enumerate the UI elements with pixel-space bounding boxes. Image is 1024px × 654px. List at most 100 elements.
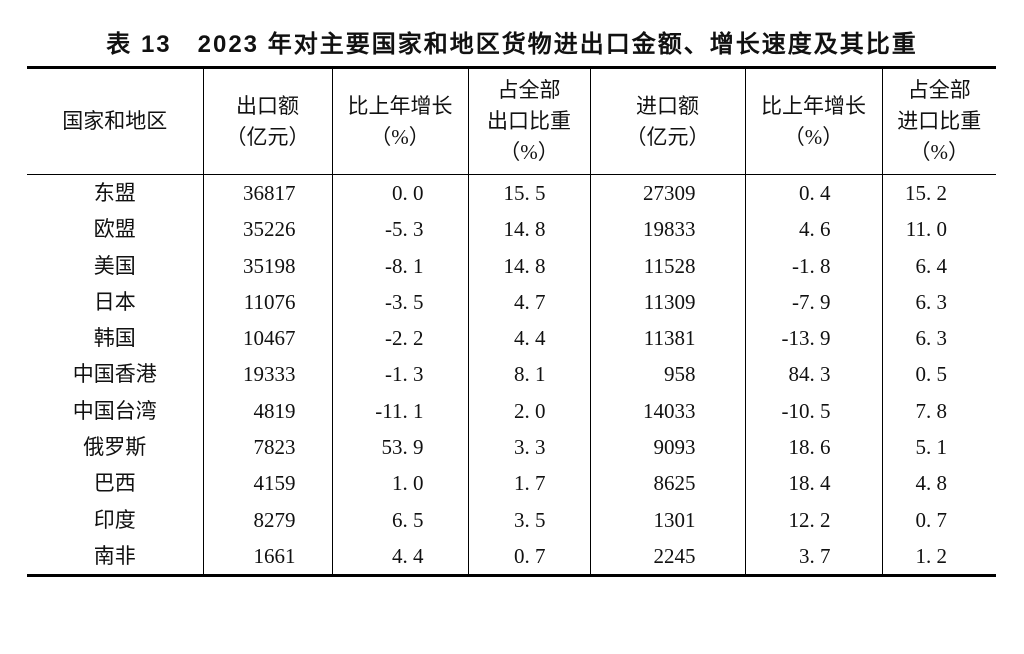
table-title: 表 13 2023 年对主要国家和地区货物进出口金额、增长速度及其比重	[106, 31, 918, 58]
value-cell: -5. 3	[331, 211, 468, 248]
value-cell: 1. 0	[331, 465, 468, 502]
value-cell: 11076	[202, 283, 332, 321]
table-row: 南非 1661 4. 4 0. 7 2245 3. 7 1. 2	[27, 537, 996, 576]
header-cell-export-value: 出口额 （亿元）	[202, 67, 332, 175]
value-cell: -10. 5	[744, 392, 882, 430]
value-cell: 11528	[589, 247, 745, 284]
value-cell: 6. 4	[881, 247, 996, 284]
value-cell: 18. 6	[744, 429, 882, 466]
table-row: 东盟 36817 0. 0 15. 5 27309 0. 4 15. 2	[27, 174, 996, 212]
value-cell: 8. 1	[467, 356, 590, 393]
value-cell: 35198	[202, 247, 332, 284]
header-cell-region: 国家和地区	[27, 67, 203, 175]
value-cell: 84. 3	[744, 356, 882, 393]
value-cell: 3. 7	[744, 537, 882, 576]
value-cell: 4. 4	[331, 537, 468, 576]
value-cell: 0. 7	[467, 537, 590, 576]
value-cell: 19333	[202, 356, 332, 393]
table-row: 俄罗斯 7823 53. 9 3. 3 9093 18. 6 5. 1	[27, 429, 996, 466]
value-cell: 15. 5	[467, 174, 590, 212]
value-cell: 14033	[589, 392, 745, 430]
value-cell: 8625	[589, 465, 745, 502]
region-cell: 巴西	[93, 471, 136, 496]
value-cell: 35226	[202, 211, 332, 248]
region-cell: 韩国	[93, 326, 136, 351]
value-cell: 4. 6	[744, 211, 882, 248]
table-row: 中国台湾 4819 -11. 1 2. 0 14033 -10. 5 7. 8	[27, 392, 996, 430]
value-cell: 1. 7	[467, 465, 590, 502]
value-cell: 7. 8	[881, 392, 996, 430]
value-cell: 18. 4	[744, 465, 882, 502]
table-row: 日本 11076 -3. 5 4. 7 11309 -7. 9 6. 3	[27, 283, 996, 321]
value-cell: 36817	[202, 174, 332, 212]
value-cell: 958	[589, 356, 745, 393]
value-cell: 5. 1	[881, 429, 996, 466]
value-cell: -13. 9	[744, 320, 882, 357]
value-cell: 4. 4	[467, 320, 590, 357]
page-root: 表 13 2023 年对主要国家和地区货物进出口金额、增长速度及其比重 国家和地…	[0, 30, 1024, 654]
document-page: { "colors": { "background": "#ffffff", "…	[0, 30, 1024, 654]
header-cell-export-growth: 比上年增长 （%）	[331, 67, 468, 175]
value-cell: -3. 5	[331, 283, 468, 321]
value-cell: 1661	[202, 537, 332, 576]
value-cell: 1. 2	[881, 537, 996, 576]
value-cell: 14. 8	[467, 211, 590, 248]
value-cell: 4. 7	[467, 283, 590, 321]
value-cell: 14. 8	[467, 247, 590, 284]
header-cell-import-growth: 比上年增长 （%）	[744, 67, 882, 175]
value-cell: 7823	[202, 429, 332, 466]
region-cell: 东盟	[93, 181, 136, 205]
value-cell: -8. 1	[331, 247, 468, 284]
header-cell-import-value: 进口额 （亿元）	[589, 67, 745, 175]
region-cell: 中国台湾	[72, 398, 157, 423]
header-cell-export-share: 占全部 出口比重 （%）	[467, 67, 590, 175]
value-cell: 27309	[589, 174, 745, 212]
value-cell: 9093	[589, 429, 745, 466]
value-cell: -1. 8	[744, 247, 882, 284]
value-cell: 4819	[202, 392, 332, 430]
value-cell: 4159	[202, 465, 332, 502]
region-cell: 中国香港	[72, 362, 157, 387]
value-cell: 11. 0	[881, 211, 996, 248]
value-cell: -1. 3	[331, 356, 468, 393]
value-cell: 11381	[589, 320, 745, 357]
value-cell: 3. 5	[467, 501, 590, 538]
value-cell: 0. 0	[331, 174, 468, 212]
value-cell: 2. 0	[467, 392, 590, 430]
value-cell: 6. 5	[331, 501, 468, 538]
table-row: 巴西 4159 1. 0 1. 7 8625 18. 4 4. 8	[27, 465, 996, 502]
table-body: 东盟 36817 0. 0 15. 5 27309 0. 4 15. 2 欧盟 35226 -5.…	[27, 174, 996, 576]
region-cell: 俄罗斯	[83, 435, 147, 460]
value-cell: 6. 3	[881, 283, 996, 321]
value-cell: 2245	[589, 537, 745, 576]
value-cell: -7. 9	[744, 283, 882, 321]
trade-table: 国家和地区 出口额 （亿元） 比上年增长 （%） 占全部 出口比重 （%） 进口…	[27, 66, 996, 578]
value-cell: 4. 8	[881, 465, 996, 502]
header-cell-import-share: 占全部 进口比重 （%）	[881, 67, 996, 175]
region-cell: 印度	[93, 507, 136, 532]
value-cell: 6. 3	[881, 320, 996, 357]
value-cell: -2. 2	[331, 320, 468, 357]
region-cell: 美国	[93, 253, 136, 278]
table-row: 印度 8279 6. 5 3. 5 1301 12. 2 0. 7	[27, 501, 996, 538]
table-row: 韩国 10467 -2. 2 4. 4 11381 -13. 9 6. 3	[27, 320, 996, 357]
value-cell: 0. 5	[881, 356, 996, 393]
table-row: 美国 35198 -8. 1 14. 8 11528 -1. 8 6. 4	[27, 247, 996, 284]
value-cell: -11. 1	[331, 392, 468, 430]
value-cell: 53. 9	[331, 429, 468, 466]
table-row: 中国香港 19333 -1. 3 8. 1 958 84. 3 0. 5	[27, 356, 996, 393]
value-cell: 11309	[589, 283, 745, 321]
value-cell: 3. 3	[467, 429, 590, 466]
table-row: 欧盟 35226 -5. 3 14. 8 19833 4. 6 11. 0	[27, 211, 996, 248]
table-header-row: 国家和地区 出口额 （亿元） 比上年增长 （%） 占全部 出口比重 （%） 进口…	[27, 67, 996, 175]
value-cell: 1301	[589, 501, 745, 538]
value-cell: 0. 4	[744, 174, 882, 212]
value-cell: 19833	[589, 211, 745, 248]
value-cell: 12. 2	[744, 501, 882, 538]
value-cell: 0. 7	[881, 501, 996, 538]
region-cell: 欧盟	[93, 217, 136, 242]
region-cell: 南非	[93, 543, 136, 568]
value-cell: 8279	[202, 501, 332, 538]
value-cell: 10467	[202, 320, 332, 357]
region-cell: 日本	[93, 289, 136, 314]
